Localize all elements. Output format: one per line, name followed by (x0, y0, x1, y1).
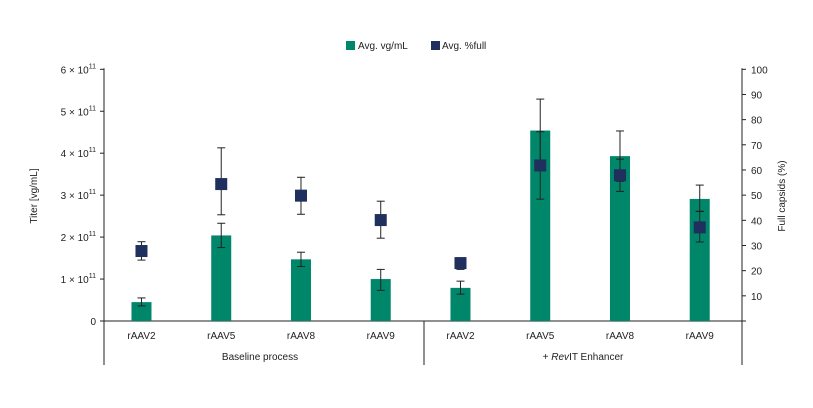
legend-swatch-vg (346, 41, 355, 50)
y-right-tick-label: 20 (751, 267, 763, 278)
x-tick-label: rAAV5 (207, 331, 236, 342)
bar-vg-ml (131, 302, 152, 321)
point-full (693, 221, 706, 234)
legend-swatch-full (431, 41, 440, 50)
y-left-tick-label: 3 × 1011 (61, 189, 96, 202)
legend-label-full: Avg. %full (442, 41, 486, 52)
y-left-tick-label: 1 × 1011 (61, 273, 96, 286)
x-tick-label: rAAV8 (606, 331, 635, 342)
y-right-tick-label: 90 (751, 90, 763, 101)
y-left-tick-label: 4 × 1011 (61, 147, 96, 160)
axes: 0 1 × 1011 2 × 1011 3 × 1011 4 × 1011 5 × 101… (61, 63, 768, 365)
x-tick-label: rAAV2 (127, 331, 156, 342)
point-full (454, 257, 467, 270)
y-right-tick-label: 60 (751, 166, 763, 177)
y-right-tick-label: 30 (751, 241, 763, 252)
bar-vg-ml (609, 156, 630, 321)
legend: Avg. vg/mL Avg. %full (346, 41, 486, 52)
y-right-tick-label: 10 (751, 292, 763, 303)
x-tick-label: rAAV2 (446, 331, 475, 342)
group-label-enhancer-prefix: + (543, 352, 552, 363)
y-right-tick-label: 50 (751, 191, 763, 202)
y-right-tick-label: 100 (751, 65, 768, 76)
bar-vg-ml (370, 279, 391, 321)
y-left-tick-label: 6 × 1011 (61, 63, 96, 76)
marks (131, 98, 710, 321)
legend-label-vg: Avg. vg/mL (358, 41, 408, 52)
x-tick-label: rAAV9 (367, 331, 396, 342)
y-left-title: Titer [vg/mL] (29, 168, 40, 223)
bar-vg-ml (290, 259, 311, 321)
x-tick-label: rAAV9 (686, 331, 715, 342)
y-left-tick-label: 5 × 1011 (61, 105, 96, 118)
x-tick-label: rAAV5 (526, 331, 555, 342)
x-tick-label: rAAV8 (287, 331, 316, 342)
group-label-enhancer: + RevIT Enhancer (543, 352, 624, 363)
group-label-enhancer-suffix: IT Enhancer (569, 352, 624, 363)
point-full (215, 178, 228, 191)
point-full (374, 214, 387, 227)
group-label-baseline: Baseline process (222, 352, 298, 363)
point-full (613, 169, 626, 182)
y-right-tick-label: 70 (751, 141, 763, 152)
point-full (135, 245, 148, 258)
y-left-tick-label: 0 (90, 317, 96, 328)
y-right-tick-label: 40 (751, 216, 763, 227)
group-label-enhancer-italic: Rev (551, 352, 570, 363)
y-right-tick-label: 80 (751, 116, 763, 127)
point-full (294, 189, 307, 202)
bar-vg-ml (530, 130, 551, 321)
bar-vg-ml (450, 287, 471, 321)
bar-vg-ml (211, 235, 232, 321)
y-right-title: Full capsids (%) (777, 160, 788, 231)
point-full (534, 159, 547, 172)
y-left-tick-label: 2 × 1011 (61, 231, 96, 244)
